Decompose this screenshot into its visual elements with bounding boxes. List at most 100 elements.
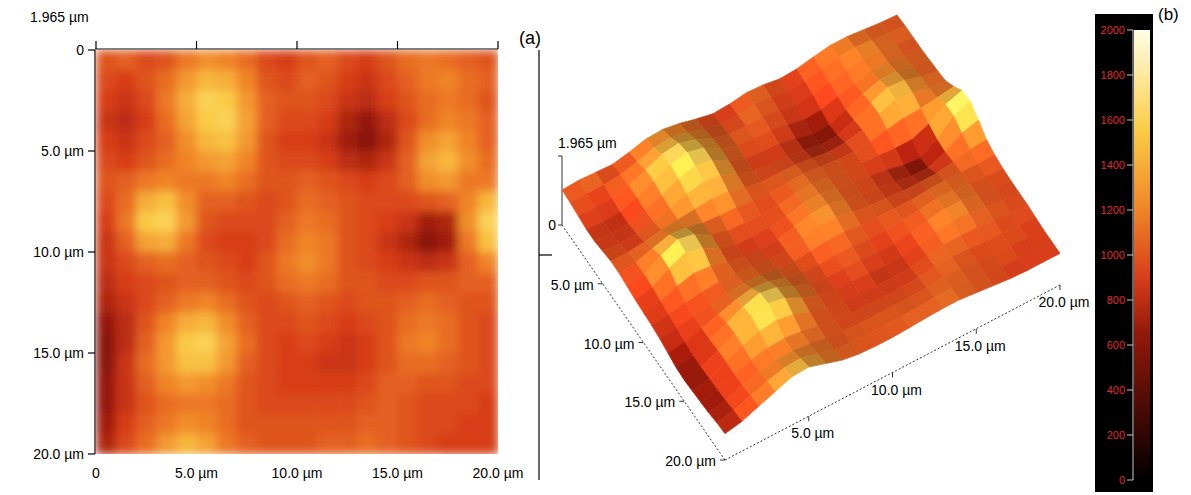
z-tick — [558, 156, 562, 157]
z-range-label: 1.965 µm — [30, 9, 89, 25]
heatmap-cell — [96, 434, 117, 454]
heatmap-cell — [96, 131, 117, 152]
heatmap-cell — [257, 313, 278, 334]
y-tick — [88, 49, 95, 50]
heatmap-cell — [458, 313, 479, 334]
x-tick-label: 20.0 µm — [473, 465, 524, 481]
heatmap-cell — [297, 191, 318, 212]
heatmap-cell — [136, 252, 157, 273]
heatmap-cell — [418, 171, 439, 192]
x-tick — [1060, 285, 1061, 290]
y-tick-label: 0 — [76, 42, 84, 58]
heatmap-cell — [116, 191, 137, 212]
heatmap-cell — [257, 191, 278, 212]
heatmap-cell — [317, 212, 338, 233]
heatmap-cell — [197, 70, 218, 91]
heatmap-cell — [337, 151, 358, 172]
heatmap-cell — [96, 111, 117, 132]
heatmap-cell — [478, 333, 498, 354]
heatmap-cell — [96, 191, 117, 212]
heatmap-cell — [96, 212, 117, 233]
heatmap-cell — [377, 212, 398, 233]
heatmap-cell — [197, 434, 218, 454]
heatmap-cell — [156, 252, 177, 273]
heatmap-cell — [377, 232, 398, 253]
heatmap-cell — [418, 292, 439, 313]
heatmap-cell — [217, 272, 238, 293]
heatmap-cell — [237, 292, 258, 313]
heatmap-cell — [317, 151, 338, 172]
heatmap-cell — [217, 393, 238, 414]
heatmap-cell — [237, 232, 258, 253]
heatmap-cell — [116, 212, 137, 233]
heatmap-cell — [197, 90, 218, 111]
heatmap-cell — [317, 191, 338, 212]
heatmap-cell — [357, 111, 378, 132]
heatmap-cell — [257, 111, 278, 132]
heatmap-cell — [297, 313, 318, 334]
x-tick-label: 5.0 µm — [791, 425, 834, 441]
color-bar — [1134, 30, 1150, 480]
heatmap-cell — [418, 50, 439, 71]
heatmap-cell — [217, 434, 238, 454]
heatmap-cell — [257, 151, 278, 172]
heatmap-cell — [237, 111, 258, 132]
panel-label: (a) — [519, 28, 541, 48]
heatmap-cell — [418, 373, 439, 394]
heatmap-cell — [176, 90, 197, 111]
heatmap-cell — [197, 393, 218, 414]
heatmap-cell — [156, 50, 177, 71]
heatmap-cell — [176, 111, 197, 132]
heatmap-cell — [217, 191, 238, 212]
heatmap-cell — [176, 191, 197, 212]
y-tick — [88, 453, 95, 454]
heatmap-cell — [478, 232, 498, 253]
heatmap-cell — [217, 50, 238, 71]
heatmap-cell — [116, 111, 137, 132]
heatmap-cell — [96, 151, 117, 172]
heatmap-cell — [357, 50, 378, 71]
heatmap-cell — [277, 373, 298, 394]
x-tick — [296, 41, 297, 49]
heatmap-cell — [277, 131, 298, 152]
y-axis-line — [562, 225, 725, 460]
heatmap-cell — [297, 232, 318, 253]
heatmap-cell — [136, 393, 157, 414]
heatmap-cell — [136, 353, 157, 374]
heatmap-cell — [257, 212, 278, 233]
heatmap-cell — [237, 434, 258, 454]
heatmap-cell — [317, 50, 338, 71]
heatmap-cell — [377, 434, 398, 454]
heatmap-cell — [398, 70, 419, 91]
y-tick — [88, 352, 95, 353]
y-tick-label: 15.0 µm — [624, 394, 675, 410]
heatmap-cell — [398, 191, 419, 212]
heatmap-cell — [398, 414, 419, 435]
heatmap-cell — [337, 70, 358, 91]
heatmap-cell — [357, 313, 378, 334]
heatmap-cell — [478, 50, 498, 71]
x-tick-label: 15.0 µm — [372, 465, 423, 481]
y-tick — [720, 460, 725, 461]
heatmap-cell — [478, 373, 498, 394]
color-bar-label: 400 — [1107, 384, 1125, 396]
heatmap-cell — [418, 414, 439, 435]
heatmap-cell — [478, 353, 498, 374]
heatmap-cell — [156, 90, 177, 111]
heatmap-cell — [116, 131, 137, 152]
x-tick — [196, 41, 197, 49]
heatmap-cell — [337, 272, 358, 293]
color-bar-label: 1000 — [1101, 249, 1125, 261]
heatmap-cell — [136, 313, 157, 334]
heatmap-cell — [438, 252, 459, 273]
heatmap-cell — [277, 434, 298, 454]
heatmap-cell — [398, 111, 419, 132]
heatmap-cell — [257, 131, 278, 152]
heatmap-cell — [438, 414, 459, 435]
heatmap-cell — [217, 373, 238, 394]
heatmap-cell — [297, 70, 318, 91]
heatmap-cell — [116, 272, 137, 293]
heatmap-cell — [357, 333, 378, 354]
heatmap-cell — [176, 414, 197, 435]
heatmap-cell — [458, 393, 479, 414]
